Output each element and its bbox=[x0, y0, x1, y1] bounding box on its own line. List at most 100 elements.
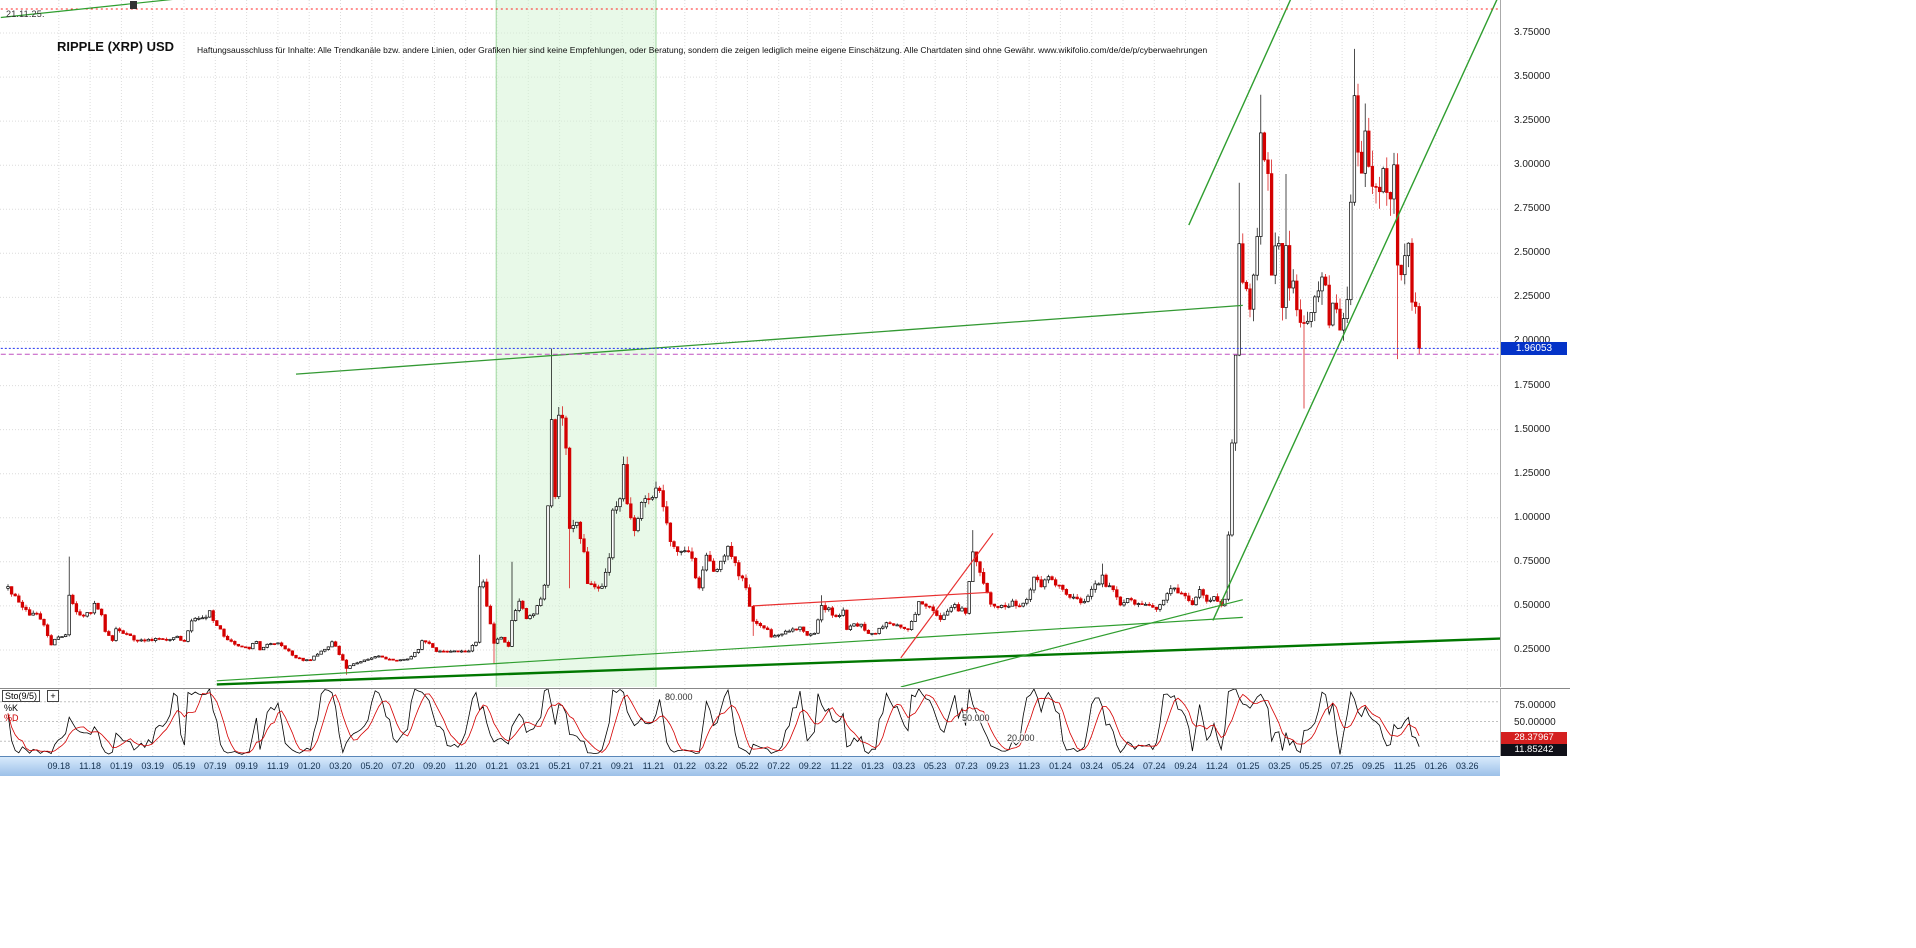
time-tick-label: 11.18 bbox=[79, 761, 102, 771]
price-tick-label: 3.50000 bbox=[1514, 71, 1551, 83]
price-tick-label: 2.75000 bbox=[1514, 203, 1551, 215]
indicator-name-button[interactable]: Sto(9/5) bbox=[2, 690, 41, 702]
stochastic-panel: Sto(9/5) + %K %D 80.000 50.000 20.000 bbox=[0, 688, 1500, 757]
stochastic-tick-label: 50.00000 bbox=[1514, 716, 1556, 728]
chart-title: RIPPLE (XRP) USD bbox=[57, 39, 175, 54]
disclaimer-text: Haftungsausschluss für Inhalte: Alle Tre… bbox=[197, 45, 1208, 55]
level-20-label: 20.000 bbox=[1007, 733, 1035, 743]
time-tick-label: 07.20 bbox=[391, 761, 415, 771]
stochastic-k-label: %K bbox=[4, 703, 19, 713]
time-tick-label: 03.24 bbox=[1080, 761, 1103, 771]
trendline-2021-resistance bbox=[295, 304, 1243, 375]
time-tick-label: 03.25 bbox=[1268, 761, 1291, 771]
time-tick-label: 05.20 bbox=[360, 761, 384, 771]
time-tick-label: 05.24 bbox=[1111, 761, 1135, 771]
time-tick-label: 03.19 bbox=[141, 761, 164, 771]
price-tick-label: 2.25000 bbox=[1514, 291, 1551, 303]
highlight-band bbox=[495, 0, 657, 687]
price-tick-label: 2.50000 bbox=[1514, 247, 1551, 259]
time-tick-label: 03.21 bbox=[517, 761, 540, 771]
time-tick-label: 11.19 bbox=[266, 761, 289, 771]
top-left-trendline bbox=[0, 0, 173, 19]
mid-term-support bbox=[900, 599, 1243, 687]
time-tick-label: 03.22 bbox=[704, 761, 728, 771]
stochastic-d-value-badge: 28.37967 bbox=[1501, 732, 1567, 744]
stochastic-d-line bbox=[7, 692, 1420, 754]
price-tick-label: 1.75000 bbox=[1514, 379, 1551, 391]
time-tick-label: 09.19 bbox=[235, 761, 258, 771]
price-axis[interactable]: 3.75000 3.50000 3.25000 3.00000 2.75000 2.500… bbox=[1500, 0, 1570, 687]
stochastic-k-line bbox=[7, 689, 1420, 756]
price-tick-label: 0.75000 bbox=[1514, 555, 1551, 567]
time-tick-label: 05.23 bbox=[923, 761, 947, 771]
chart-date-label: 21.11.25. bbox=[6, 9, 45, 19]
steep-channel-lower bbox=[1212, 0, 1498, 621]
grid bbox=[0, 0, 1500, 687]
current-price-badge: 1.96053 bbox=[1501, 341, 1567, 355]
charting-app: 21.11.25. RIPPLE (XRP) USD Haftungsaussc… bbox=[0, 0, 1570, 776]
time-tick-label: 01.26 bbox=[1424, 761, 1448, 771]
time-tick-label: 09.22 bbox=[798, 761, 822, 771]
level-50-label: 50.000 bbox=[962, 713, 990, 723]
chart-marker-icon bbox=[130, 1, 137, 9]
price-tick-label: 3.25000 bbox=[1514, 115, 1551, 127]
price-tick-label: 1.25000 bbox=[1514, 467, 1551, 479]
time-tick-label: 01.24 bbox=[1049, 761, 1072, 771]
price-tick-label: 2.00000 bbox=[1514, 335, 1550, 347]
time-tick-label: 11.21 bbox=[642, 761, 665, 771]
time-tick-label: 09.18 bbox=[47, 761, 71, 771]
long-term-support bbox=[216, 637, 1500, 686]
stochastic-canvas[interactable] bbox=[0, 689, 1500, 757]
price-chart-canvas[interactable] bbox=[0, 0, 1500, 687]
overlay-trendlines bbox=[0, 0, 1500, 687]
stochastic-d-label: %D bbox=[4, 713, 19, 723]
time-tick-label: 09.21 bbox=[610, 761, 634, 771]
time-tick-label: 03.26 bbox=[1456, 761, 1479, 771]
time-tick-label: 05.25 bbox=[1299, 761, 1323, 771]
time-tick-label: 07.19 bbox=[204, 761, 227, 771]
red-rising-wedge bbox=[900, 532, 994, 659]
add-indicator-button[interactable]: + bbox=[47, 690, 59, 702]
time-tick-label: 05.21 bbox=[548, 761, 571, 771]
time-tick-label: 01.19 bbox=[110, 761, 133, 771]
time-tick-label: 11.25 bbox=[1393, 761, 1416, 771]
time-tick-label: 05.22 bbox=[736, 761, 759, 771]
time-tick-label: 11.20 bbox=[454, 761, 477, 771]
time-tick-label: 05.19 bbox=[172, 761, 196, 771]
time-tick-label: 01.22 bbox=[673, 761, 697, 771]
stochastic-k-value-badge: 11.85242 bbox=[1501, 744, 1567, 756]
time-tick-label: 07.23 bbox=[955, 761, 978, 771]
level-80-label: 80.000 bbox=[665, 692, 693, 702]
time-tick-label: 09.25 bbox=[1362, 761, 1385, 771]
time-tick-label: 07.25 bbox=[1330, 761, 1354, 771]
price-tick-label: 1.50000 bbox=[1514, 423, 1551, 435]
price-tick-label: 0.25000 bbox=[1514, 643, 1551, 655]
steep-channel-upper bbox=[1188, 0, 1292, 226]
time-tick-label: 09.24 bbox=[1174, 761, 1197, 771]
grid bbox=[0, 689, 1500, 757]
stochastic-tick-label: 75.00000 bbox=[1514, 700, 1556, 711]
time-tick-label: 11.23 bbox=[1018, 761, 1041, 771]
time-tick-label: 09.20 bbox=[423, 761, 446, 771]
time-tick-label: 01.21 bbox=[485, 761, 509, 771]
red-resistance bbox=[753, 591, 992, 607]
time-tick-label: 03.23 bbox=[892, 761, 916, 771]
secondary-support bbox=[216, 616, 1243, 682]
price-tick-label: 0.50000 bbox=[1514, 599, 1551, 611]
time-tick-label: 01.25 bbox=[1236, 761, 1260, 771]
price-tick-label: 1.00000 bbox=[1514, 511, 1551, 523]
time-tick-label: 11.22 bbox=[830, 761, 853, 771]
time-tick-label: 07.22 bbox=[767, 761, 790, 771]
candlestick-series bbox=[6, 48, 1421, 675]
time-tick-label: 03.20 bbox=[329, 761, 352, 771]
time-tick-label: 07.21 bbox=[579, 761, 603, 771]
time-axis[interactable]: 09.18 11.18 01.19 03.19 05.19 07.19 09.19 11.19… bbox=[0, 756, 1500, 776]
time-tick-label: 11.24 bbox=[1205, 761, 1228, 771]
time-tick-label: 07.24 bbox=[1143, 761, 1166, 771]
time-tick-label: 01.20 bbox=[297, 761, 321, 771]
price-tick-label: 3.75000 bbox=[1514, 27, 1551, 38]
time-tick-label: 09.23 bbox=[986, 761, 1010, 771]
time-tick-label: 01.23 bbox=[861, 761, 884, 771]
price-tick-label: 3.00000 bbox=[1514, 159, 1551, 171]
